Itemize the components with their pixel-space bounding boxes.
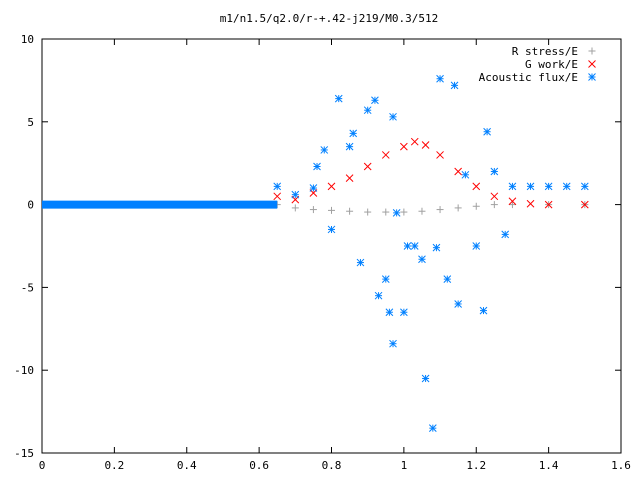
data-point — [313, 162, 321, 171]
data-point — [472, 242, 481, 250]
plot-frame — [41, 38, 622, 454]
data-point — [309, 184, 318, 192]
data-point — [345, 142, 354, 151]
data-point — [320, 146, 329, 154]
data-point — [410, 137, 419, 146]
y-tick-label: 10 — [21, 33, 34, 46]
data-point — [327, 182, 336, 191]
data-point — [450, 81, 459, 90]
legend-marker — [588, 73, 596, 81]
data-point — [472, 202, 480, 210]
data-point — [544, 200, 553, 209]
data-point — [309, 206, 317, 214]
data-point — [356, 258, 365, 267]
data-point — [544, 182, 553, 191]
data-point — [410, 242, 419, 250]
data-point — [436, 206, 444, 214]
data-point — [328, 206, 335, 214]
data-point — [273, 182, 282, 191]
legend-marker — [588, 60, 596, 68]
data-point — [381, 151, 390, 159]
data-point — [400, 308, 408, 317]
legend-label: G work/E — [525, 58, 578, 71]
data-point — [461, 170, 470, 179]
y-tick-label: -10 — [14, 364, 34, 377]
data-point — [400, 208, 408, 216]
x-tick-label: 1.6 — [611, 459, 631, 472]
data-point — [346, 207, 354, 215]
data-point — [371, 96, 379, 105]
data-point — [273, 192, 282, 201]
y-tick-label: 5 — [27, 116, 34, 129]
data-point — [374, 291, 383, 300]
data-point — [501, 230, 510, 239]
data-point — [385, 308, 394, 317]
data-point — [508, 197, 517, 206]
data-point — [508, 182, 517, 191]
y-tick-label: -5 — [21, 281, 34, 294]
series-1 — [273, 137, 589, 209]
data-point — [392, 209, 401, 217]
data-point — [526, 199, 535, 208]
data-point — [418, 255, 426, 264]
chart-title: m1/n1.5/q2.0/r-+.42-j219/M0.3/512 — [220, 12, 439, 25]
data-point — [403, 242, 412, 250]
data-point — [291, 190, 300, 199]
y-tick-label: -15 — [14, 447, 34, 460]
data-point — [490, 201, 498, 209]
data-point — [389, 339, 397, 348]
data-point — [490, 192, 499, 201]
data-point — [421, 141, 430, 149]
data-point — [345, 174, 354, 182]
data-point — [472, 182, 481, 191]
x-tick-label: 1.2 — [466, 459, 486, 472]
legend-label: Acoustic flux/E — [479, 71, 578, 84]
data-point — [389, 112, 397, 121]
data-point — [382, 208, 390, 216]
data-point — [483, 127, 491, 136]
data-point — [443, 275, 452, 283]
series-2 — [42, 74, 589, 433]
x-tick-label: 1 — [401, 459, 408, 472]
data-point — [432, 243, 441, 252]
data-point — [364, 208, 372, 216]
data-point — [562, 182, 571, 191]
data-point — [479, 306, 488, 315]
data-point — [580, 200, 589, 209]
y-tick-label: 0 — [27, 199, 34, 212]
data-point — [327, 225, 336, 234]
data-point — [421, 374, 430, 383]
data-point — [349, 129, 358, 138]
axis-ticks: 0 0.2 0.4 0.6 0.8 1 1.2 1.4 1.6 10 5 0 -5 -10 -15 — [14, 33, 631, 472]
data-point — [508, 201, 516, 209]
series-0 — [273, 201, 589, 216]
data-point — [363, 106, 372, 115]
data-point — [334, 94, 343, 103]
series-layer — [42, 74, 589, 433]
legend-marker — [588, 47, 596, 55]
data-point — [580, 182, 589, 191]
data-point — [363, 162, 372, 171]
data-point — [418, 207, 426, 215]
x-tick-label: 0.2 — [104, 459, 124, 472]
data-point — [490, 167, 499, 176]
data-point — [454, 300, 463, 308]
data-point — [400, 142, 408, 151]
data-point — [454, 167, 463, 176]
data-point — [436, 151, 444, 159]
data-point — [428, 424, 437, 433]
legend-label: R stress/E — [512, 45, 578, 58]
data-point — [526, 182, 535, 191]
data-point — [436, 74, 444, 83]
x-tick-label: 0.6 — [249, 459, 269, 472]
x-tick-label: 1.4 — [539, 459, 559, 472]
data-point — [291, 204, 299, 212]
x-tick-label: 0.8 — [322, 459, 342, 472]
data-point — [454, 204, 462, 212]
data-point — [381, 275, 390, 283]
x-tick-label: 0 — [39, 459, 46, 472]
x-tick-label: 0.4 — [177, 459, 197, 472]
